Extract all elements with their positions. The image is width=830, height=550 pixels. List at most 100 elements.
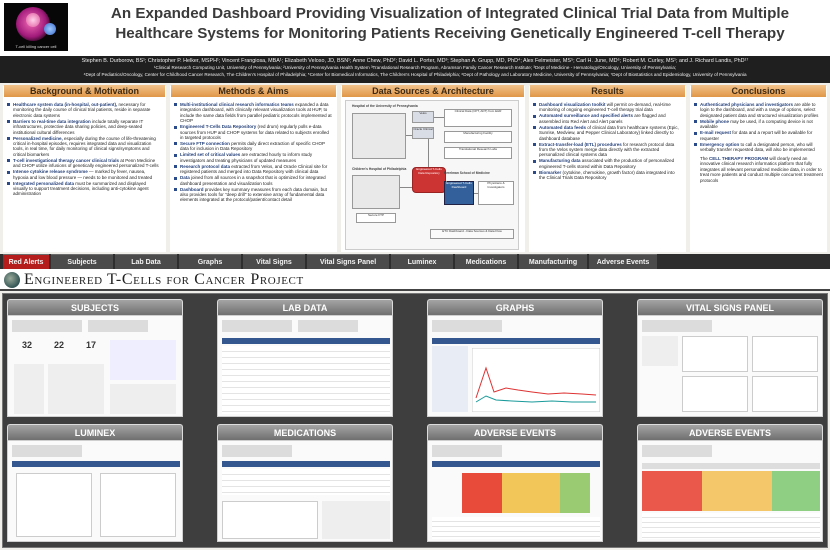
box-dashboard: Engineered T-Cells Dashboard xyxy=(444,181,474,205)
section-title: Results xyxy=(530,85,685,97)
background-list: Healthcare system data (in-hospital, out… xyxy=(3,98,166,197)
dashboard-tab-bar: Red Alerts Subjects Lab Data Graphs Vital Si… xyxy=(0,254,830,269)
tab-adverse-events[interactable]: Adverse Events xyxy=(589,254,657,269)
affiliations-1: ¹Clinical Research Computing Unit, Unive… xyxy=(153,65,677,71)
screenshot-body xyxy=(217,440,393,542)
screenshot-body xyxy=(217,315,393,417)
project-banner: Engineered T-Cells for Cancer Project xyxy=(24,271,304,288)
banner-row: Engineered T-Cells for Cancer Project xyxy=(0,269,830,291)
box-oracle: Oracle Clinical xyxy=(412,127,434,139)
tab-luminex[interactable]: Luminex xyxy=(391,254,453,269)
affiliations-2: ⁴Dept of Pediatrics/Oncology, Center for… xyxy=(83,71,747,77)
title-line-1: An Expanded Dashboard Providing Visualiz… xyxy=(110,5,790,22)
screenshot-label: GRAPHS xyxy=(427,299,603,315)
tab-vital-signs[interactable]: Vital Signs xyxy=(243,254,305,269)
architecture-diagram: Hospital of the University of Pennsylvan… xyxy=(345,100,519,250)
background-bullet: Intense cytokine release syndrome — mark… xyxy=(7,169,162,180)
count-2: 22 xyxy=(54,340,65,350)
graph-preview xyxy=(472,348,600,412)
section-title: Data Sources & Architecture xyxy=(342,85,524,97)
screenshot-adverse-events-2: ADVERSE EVENTS xyxy=(637,424,823,542)
count-3: 17 xyxy=(86,340,97,350)
section-title: Conclusions xyxy=(691,85,826,97)
conclusions-bullet: Authenticated physicians and investigato… xyxy=(694,102,823,118)
methods-bullet: Multi-institutional clinical research in… xyxy=(174,102,333,124)
screenshot-vital-signs-panel: VITAL SIGNS PANEL xyxy=(637,299,823,417)
screenshot-body xyxy=(427,440,603,542)
background-bullet: Personalized medicine, especially during… xyxy=(7,136,162,158)
methods-bullet: Data joined from all sources in a snapsh… xyxy=(174,175,333,186)
conclusions-bullet: E-mail request for data and a report wil… xyxy=(694,130,823,141)
methods-bullet: Research protocol data extracted from Ve… xyxy=(174,164,333,175)
section-conclusions: Conclusions Authenticated physicians and… xyxy=(690,85,827,252)
section-title: Methods & Aims xyxy=(171,85,336,97)
screenshot-adverse-events-1: ADVERSE EVENTS xyxy=(427,424,603,542)
tab-medications[interactable]: Medications xyxy=(455,254,517,269)
tab-vital-signs-panel[interactable]: Vital Signs Panel xyxy=(307,254,389,269)
background-bullet: Healthcare system data (in-hospital, out… xyxy=(7,102,162,118)
results-bullet: Extract-transfer-load (ETL) procedures f… xyxy=(533,142,682,158)
results-bullet: Biomarker (cytokine, chemokine, growth f… xyxy=(533,170,682,181)
tcell-logo: T-cell killing cancer cell xyxy=(4,3,68,51)
poster-header: T-cell killing cancer cell An Expanded D… xyxy=(0,0,830,56)
section-methods: Methods & Aims Multi-institutional clini… xyxy=(170,85,337,252)
repository-drum: Engineered T-Cells Data Repository xyxy=(412,167,446,193)
screenshots-panel: SUBJECTS 32 22 17 LAB DATA xyxy=(2,293,828,548)
project-logo-icon xyxy=(4,272,20,288)
conclusions-bullet: Mobile phone may be used, if a computing… xyxy=(694,119,823,130)
tab-subjects[interactable]: Subjects xyxy=(51,254,113,269)
screenshot-lab-data: LAB DATA xyxy=(217,299,393,417)
screenshot-body: 32 22 17 xyxy=(7,315,183,417)
screenshot-luminex: LUMINEX xyxy=(7,424,183,542)
screenshot-label: VITAL SIGNS PANEL xyxy=(637,299,823,315)
screenshot-body xyxy=(7,440,183,542)
box-sftp: Secure FTP xyxy=(356,213,396,223)
logo-caption: T-cell killing cancer cell xyxy=(15,44,57,49)
title-line-2: Healthcare Systems for Monitoring Patien… xyxy=(115,24,785,42)
screenshot-subjects: SUBJECTS 32 22 17 xyxy=(7,299,183,417)
background-bullet: Integrated personalized data must be sum… xyxy=(7,181,162,197)
chop-building xyxy=(352,175,400,209)
poster-title: An Expanded Dashboard Providing Visualiz… xyxy=(78,4,822,43)
diagram-legend: ETC Dashboard - Data Sources & Data Flow xyxy=(430,229,514,239)
methods-bullet: Engineered T-Cells Data Repository (red … xyxy=(174,124,333,140)
section-background: Background & Motivation Healthcare syste… xyxy=(3,85,166,252)
screenshot-label: MEDICATIONS xyxy=(217,424,393,440)
screenshot-label: ADVERSE EVENTS xyxy=(637,424,823,440)
conclusions-bullet: Emergency option to call a designated pe… xyxy=(694,142,823,153)
section-title: Background & Motivation xyxy=(4,85,165,97)
tab-red-alerts[interactable]: Red Alerts xyxy=(3,254,49,269)
box-clinical: Clinical Data (CPT, ADT) from EHR xyxy=(444,109,512,127)
box-manufacturing: Manufacturing Facility xyxy=(444,131,512,143)
conclusions-closing: The CELL THERAPY PROGRAM will clearly ne… xyxy=(700,156,823,183)
authors: Stephen B. Durborow, BS¹; Christopher P.… xyxy=(81,58,749,64)
results-bullet: Manufacturing data associated with the p… xyxy=(533,158,682,169)
conclusions-list: Authenticated physicians and investigato… xyxy=(690,98,827,152)
chop-label: Children's Hospital of Philadelphia xyxy=(352,167,407,171)
results-bullet: Automated data feeds of clinical data fr… xyxy=(533,125,682,141)
methods-list: Multi-institutional clinical research in… xyxy=(170,98,337,203)
section-datasources: Data Sources & Architecture Hospital of … xyxy=(341,85,525,252)
screenshot-label: SUBJECTS xyxy=(7,299,183,315)
screenshot-body xyxy=(427,315,603,417)
box-labs: Translational Research Labs xyxy=(444,147,512,159)
methods-bullet: Secure FTP connection permits daily dire… xyxy=(174,141,333,152)
count-1: 32 xyxy=(22,340,33,350)
background-bullet: T-cell investigational therapy cancer cl… xyxy=(7,158,162,169)
screenshot-label: ADVERSE EVENTS xyxy=(427,424,603,440)
hup-building xyxy=(352,113,406,159)
screenshot-label: LUMINEX xyxy=(7,424,183,440)
tab-graphs[interactable]: Graphs xyxy=(179,254,241,269)
box-velos: Velos xyxy=(412,111,434,123)
tab-lab-data[interactable]: Lab Data xyxy=(115,254,177,269)
section-results: Results Dashboard visualization toolkit … xyxy=(529,85,686,252)
authors-bar: Stephen B. Durborow, BS¹; Christopher P.… xyxy=(0,56,830,83)
screenshot-body xyxy=(637,440,823,542)
results-list: Dashboard visualization toolkit will per… xyxy=(529,98,686,181)
results-bullet: Dashboard visualization toolkit will per… xyxy=(533,102,682,113)
tab-manufacturing[interactable]: Manufacturing xyxy=(519,254,587,269)
hup-label: Hospital of the University of Pennsylvan… xyxy=(352,104,418,108)
screenshot-medications: MEDICATIONS xyxy=(217,424,393,542)
methods-bullet: Dashboard provides key summary measures … xyxy=(174,187,333,203)
